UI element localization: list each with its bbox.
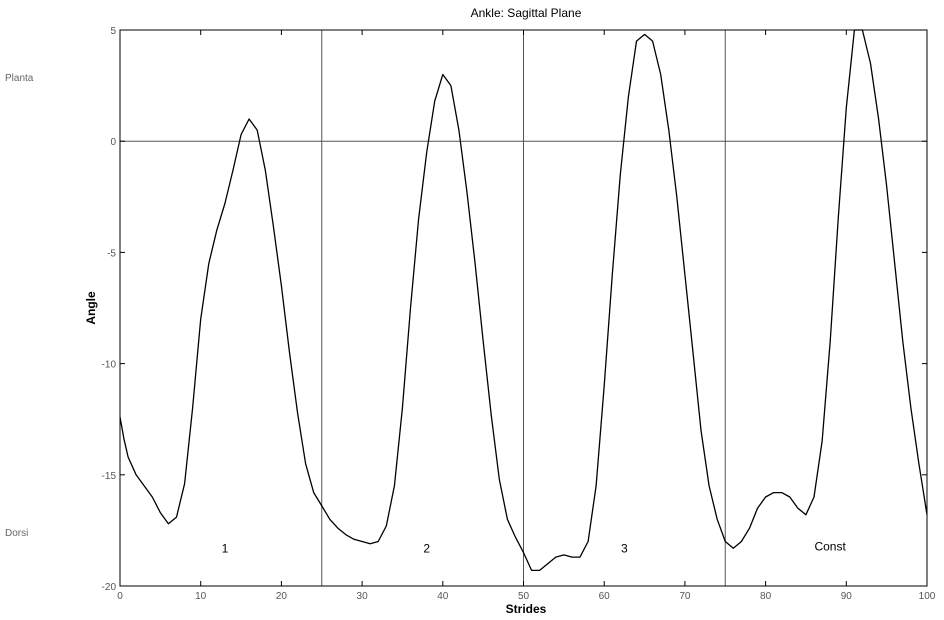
x-tick-label: 40 (437, 591, 449, 602)
x-tick-label: 10 (195, 591, 207, 602)
x-axis: 0 10 20 30 40 50 60 70 80 90 100 (117, 30, 936, 602)
dorsi-label: Dorsi (5, 528, 29, 539)
y-tick-label: 5 (110, 26, 116, 37)
y-tick-label: 0 (110, 137, 116, 148)
segment-labels: 1 2 3 Const (222, 539, 847, 555)
y-tick-label: -15 (102, 471, 117, 482)
x-tick-label: 20 (276, 591, 288, 602)
segment-label: 3 (621, 542, 628, 556)
ankle-angle-line (119, 29, 928, 572)
segment-label: 2 (423, 542, 430, 556)
segment-label: Const (814, 539, 846, 553)
x-tick-label: 60 (599, 591, 611, 602)
y-tick-label: -20 (102, 582, 117, 593)
x-tick-label: 90 (841, 591, 853, 602)
x-tick-label: 0 (117, 591, 123, 602)
x-axis-label: Strides (506, 602, 547, 616)
x-tick-label: 70 (679, 591, 691, 602)
y-tick-label: -5 (107, 248, 116, 259)
x-tick-label: 30 (357, 591, 369, 602)
x-tick-label: 80 (760, 591, 772, 602)
y-axis: 5 0 -5 -10 -15 -20 (102, 26, 927, 593)
y-axis-label: Angle (84, 291, 98, 325)
y-tick-label: -10 (102, 360, 117, 371)
segment-label: 1 (222, 542, 229, 556)
reference-lines (120, 30, 927, 586)
planta-label: Planta (5, 73, 34, 84)
x-tick-label: 50 (518, 591, 530, 602)
series-group (119, 29, 928, 572)
x-tick-label: 100 (919, 591, 936, 602)
chart-title: Ankle: Sagittal Plane (471, 6, 582, 20)
